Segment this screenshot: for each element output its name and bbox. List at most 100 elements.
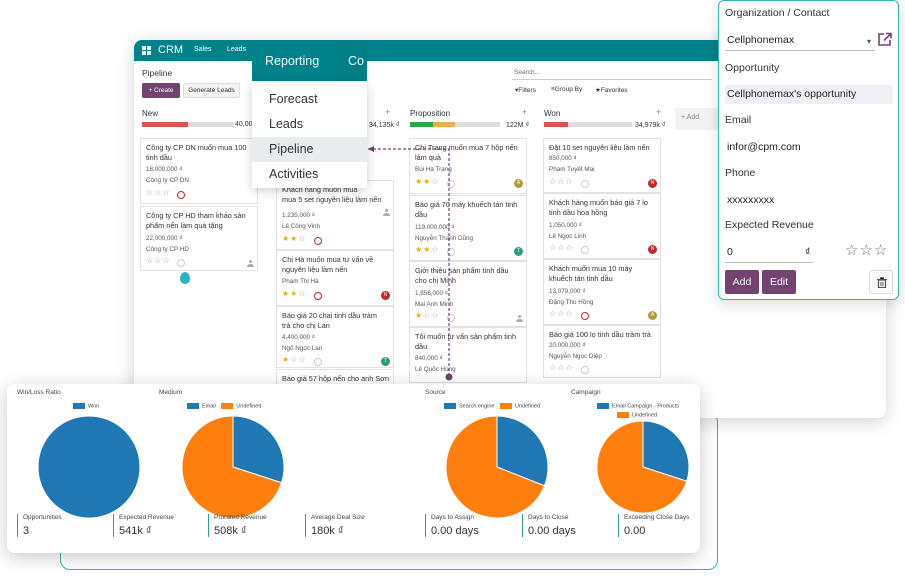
add-column-button[interactable]: + Add bbox=[675, 108, 719, 130]
add-button[interactable]: Add bbox=[725, 270, 759, 294]
activity-clock-icon[interactable] bbox=[314, 237, 322, 245]
opportunity-field[interactable]: Cellphonemax's opportunity bbox=[727, 88, 857, 100]
kanban-card[interactable]: Chị Trang muốn mua 7 hộp nến làm quà Bùi … bbox=[409, 138, 527, 194]
stat-label: Prorated Revenue bbox=[214, 514, 267, 521]
stat-label: Exceeding Close Days bbox=[624, 514, 690, 521]
pie-slice[interactable] bbox=[596, 420, 688, 514]
favorites-button[interactable]: ★Favorites bbox=[595, 86, 628, 94]
priority-stars[interactable]: ☆☆☆ bbox=[146, 256, 171, 265]
activity-clock-icon[interactable] bbox=[447, 314, 455, 322]
email-field[interactable]: infor@cpm.com bbox=[727, 141, 801, 153]
priority-stars[interactable]: ☆☆☆ bbox=[549, 177, 574, 186]
expected-revenue-label: Expected Revenue bbox=[725, 219, 814, 231]
edit-button[interactable]: Edit bbox=[762, 270, 796, 294]
pie-charts bbox=[37, 415, 690, 519]
connector-arrow-icon bbox=[368, 146, 374, 152]
quick-create-form: Organization / Contact Cellphonemax ▾ Op… bbox=[718, 0, 899, 300]
activity-clock-icon[interactable] bbox=[177, 259, 185, 267]
nav-sales[interactable]: Sales bbox=[194, 46, 212, 53]
reporting-menu-header[interactable]: Reporting bbox=[252, 41, 336, 81]
column-amount-new: 40,00 bbox=[235, 121, 253, 128]
pie-slice[interactable] bbox=[181, 415, 283, 519]
nav-leads[interactable]: Leads bbox=[227, 46, 247, 53]
activity-clock-icon[interactable] bbox=[447, 248, 455, 256]
legend-label: Search engine bbox=[459, 403, 495, 410]
create-button[interactable]: + Create bbox=[142, 83, 180, 98]
filter-icon: ▾ bbox=[515, 87, 519, 94]
priority-stars[interactable]: ★★☆ bbox=[282, 234, 307, 243]
external-link-icon[interactable] bbox=[877, 32, 893, 47]
kanban-card[interactable]: Đặt 10 set nguyên liệu làm nến 850,000 ₫… bbox=[543, 138, 661, 193]
priority-stars[interactable]: ★★☆ bbox=[415, 177, 440, 186]
priority-stars[interactable]: ★★☆ bbox=[282, 289, 307, 298]
next-menu-header[interactable]: Co bbox=[336, 41, 367, 81]
legend-label: Undefined bbox=[236, 403, 262, 410]
activity-clock-icon[interactable] bbox=[314, 292, 322, 300]
user-avatar-icon: N bbox=[381, 291, 390, 300]
menu-item-activities[interactable]: Activities bbox=[269, 167, 319, 181]
expected-revenue-field[interactable]: 0 bbox=[727, 246, 733, 258]
kanban-card[interactable]: Chị Hà muốn mua tư vấn về nguyên liệu làm… bbox=[276, 250, 394, 306]
kanban-card[interactable]: Báo giá 20 chai tinh dầu tràm trà cho chị… bbox=[276, 306, 394, 368]
chart-title: Medium bbox=[159, 389, 183, 396]
stat-value: 180k ₫ bbox=[311, 525, 344, 537]
pie-slice[interactable] bbox=[642, 420, 690, 482]
card-title: Tôi muốn tư vấn sản phẩm tinh dầu bbox=[415, 332, 517, 351]
pie-slice[interactable] bbox=[232, 415, 285, 484]
chevron-down-icon[interactable]: ▾ bbox=[867, 37, 872, 46]
stat-value: 508k ₫ bbox=[214, 525, 247, 537]
apps-menu-icon[interactable] bbox=[142, 46, 151, 55]
menu-item-leads[interactable]: Leads bbox=[269, 117, 304, 131]
kanban-card[interactable]: Công ty CP HD tham khảo sản phẩm nến làm … bbox=[140, 206, 258, 271]
legend-label: Undefined bbox=[632, 412, 658, 419]
trash-button[interactable] bbox=[869, 270, 893, 294]
kanban-card[interactable]: Khách hàng muốn báo giá 7 lọ tinh dầu hoa… bbox=[543, 193, 661, 259]
app-title[interactable]: CRM bbox=[158, 44, 184, 56]
activity-clock-icon[interactable] bbox=[581, 246, 589, 254]
activity-clock-icon[interactable] bbox=[581, 180, 589, 188]
column-amount-won: 34,979k ₫ bbox=[635, 122, 666, 129]
generate-leads-button[interactable]: Generate Leads bbox=[183, 83, 240, 98]
kanban-card[interactable]: Tôi muốn tư vấn sản phẩm tinh dầu 840,000… bbox=[409, 327, 527, 383]
add-card-plus-icon[interactable]: + bbox=[385, 107, 391, 117]
menu-item-pipeline[interactable]: Pipeline bbox=[252, 137, 367, 162]
pie-slice[interactable] bbox=[445, 415, 546, 519]
stat-value: 0.00 days bbox=[528, 525, 576, 537]
priority-stars[interactable]: ☆☆☆ bbox=[549, 309, 574, 318]
user-avatar-icon: T bbox=[514, 247, 523, 256]
priority-stars[interactable]: ★☆☆ bbox=[282, 355, 307, 364]
search-input[interactable]: Search... bbox=[514, 69, 541, 76]
field-underline bbox=[725, 50, 875, 51]
card-title: Giới thiệu sản phẩm tinh dầu cho chị Minh bbox=[415, 266, 509, 285]
priority-stars[interactable]: ☆☆☆ bbox=[549, 363, 574, 372]
pie-slice[interactable] bbox=[37, 415, 141, 519]
add-card-plus-icon[interactable]: + bbox=[522, 107, 528, 117]
activity-clock-icon[interactable] bbox=[177, 191, 185, 199]
kanban-card[interactable]: Báo giá 70 máy khuếch tán tinh dầu 119,00… bbox=[409, 195, 527, 261]
activity-clock-icon[interactable] bbox=[581, 312, 589, 320]
priority-stars[interactable]: ★☆☆ bbox=[415, 311, 440, 320]
pie-slice[interactable] bbox=[496, 415, 549, 487]
breadcrumb: Pipeline bbox=[142, 68, 173, 78]
user-avatar-icon: T bbox=[381, 357, 390, 366]
filters-button[interactable]: ▾Filters bbox=[515, 86, 536, 94]
phone-field[interactable]: xxxxxxxxx bbox=[727, 194, 775, 206]
priority-stars[interactable]: ☆☆☆ bbox=[845, 242, 889, 259]
priority-stars[interactable]: ☆☆☆ bbox=[146, 188, 171, 197]
group-by-button[interactable]: ≡Group By bbox=[551, 86, 582, 93]
card-contact: Mai Anh Minh bbox=[415, 301, 454, 308]
menu-item-forecast[interactable]: Forecast bbox=[269, 92, 318, 106]
add-card-plus-icon[interactable]: + bbox=[656, 107, 662, 117]
stat-label: Days to Assign bbox=[431, 514, 474, 521]
kanban-card[interactable]: Khách muốn mua 10 máy khuếch tán tinh dầu… bbox=[543, 259, 661, 325]
activity-clock-icon[interactable] bbox=[314, 358, 322, 366]
org-contact-field[interactable]: Cellphonemax bbox=[727, 34, 795, 46]
activity-clock-icon[interactable] bbox=[581, 366, 589, 374]
priority-stars[interactable]: ★★☆ bbox=[415, 245, 440, 254]
priority-stars[interactable]: ☆☆☆ bbox=[549, 243, 574, 252]
activity-clock-icon[interactable] bbox=[447, 180, 455, 188]
kanban-card[interactable]: Báo giá 100 lọ tinh dầu tràm trà 20,000,… bbox=[543, 325, 661, 378]
dashboard-panel: Win/Loss Ratio Medium Source Campaign Wo… bbox=[7, 384, 700, 553]
kanban-card[interactable]: Giới thiệu sản phẩm tinh dầu cho chị Minh… bbox=[409, 261, 527, 327]
drop-pin-icon bbox=[180, 272, 190, 284]
